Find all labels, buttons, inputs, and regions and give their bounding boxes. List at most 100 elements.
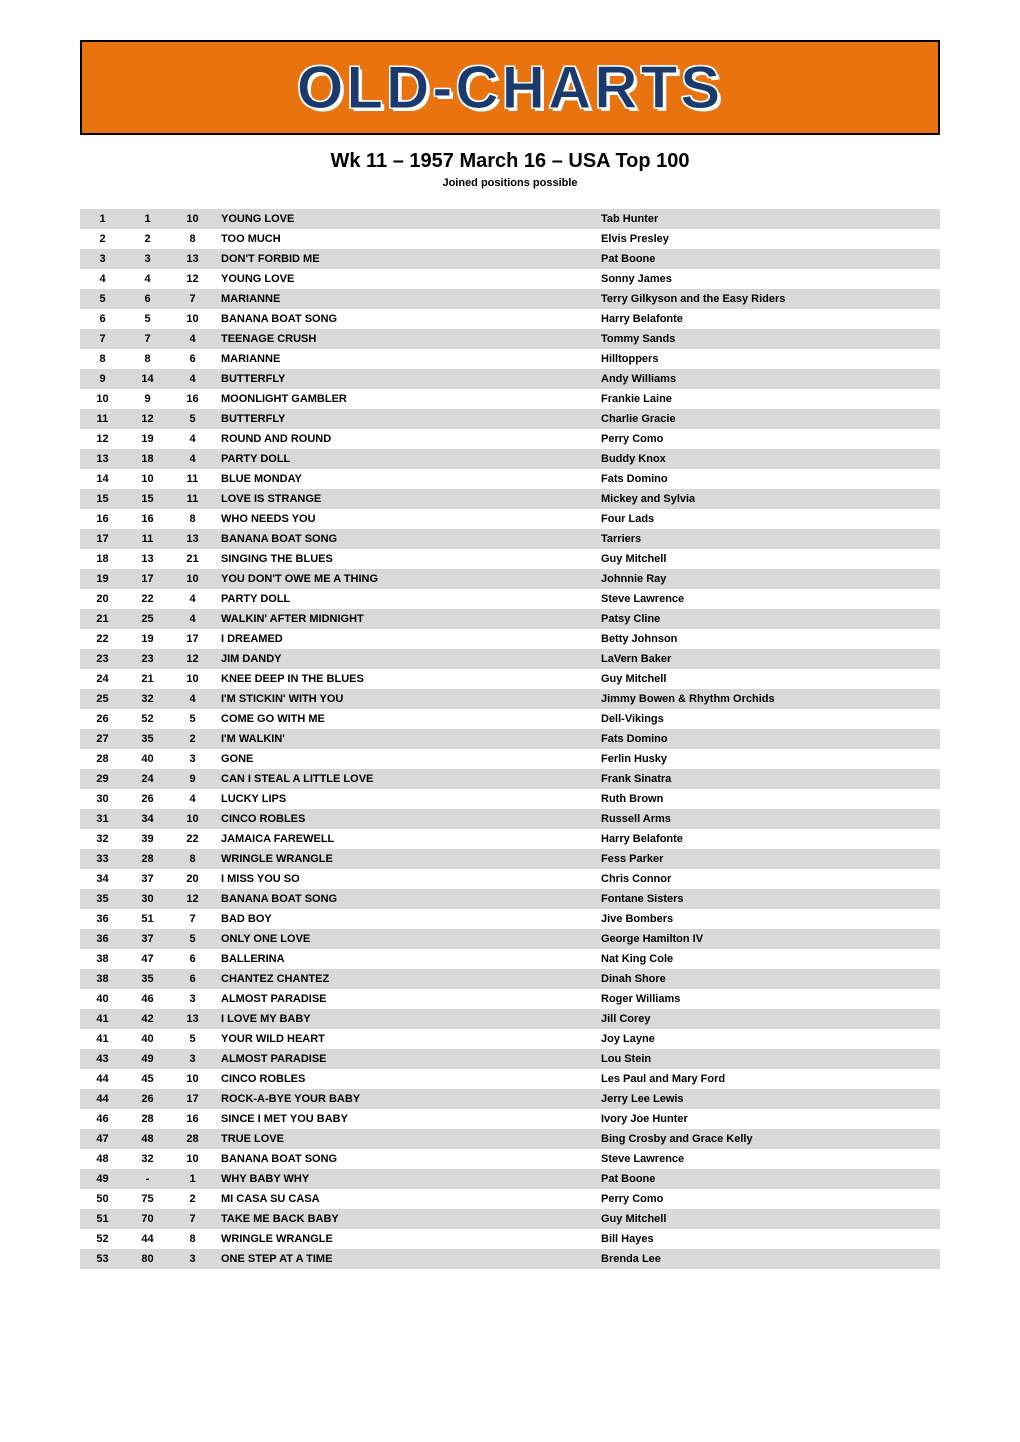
cell-weeks: 2 <box>170 1189 215 1209</box>
cell-pos: 25 <box>80 689 125 709</box>
cell-title: ONE STEP AT A TIME <box>215 1249 595 1269</box>
cell-pos: 19 <box>80 569 125 589</box>
cell-weeks: 28 <box>170 1129 215 1149</box>
cell-pos: 6 <box>80 309 125 329</box>
cell-artist: Patsy Cline <box>595 609 940 629</box>
cell-pos: 44 <box>80 1069 125 1089</box>
logo-text: OLD-CHARTS <box>297 53 724 122</box>
cell-title: BALLERINA <box>215 949 595 969</box>
table-row: 343720I MISS YOU SOChris Connor <box>80 869 940 889</box>
cell-title: COME GO WITH ME <box>215 709 595 729</box>
cell-weeks: 17 <box>170 1089 215 1109</box>
cell-artist: Nat King Cole <box>595 949 940 969</box>
cell-title: MARIANNE <box>215 289 595 309</box>
cell-title: LOVE IS STRANGE <box>215 489 595 509</box>
cell-last: 11 <box>125 529 170 549</box>
cell-pos: 32 <box>80 829 125 849</box>
cell-title: WHO NEEDS YOU <box>215 509 595 529</box>
cell-title: ONLY ONE LOVE <box>215 929 595 949</box>
cell-artist: Bill Hayes <box>595 1229 940 1249</box>
cell-weeks: 10 <box>170 209 215 229</box>
cell-weeks: 8 <box>170 849 215 869</box>
cell-artist: Steve Lawrence <box>595 1149 940 1169</box>
cell-title: YOUNG LOVE <box>215 209 595 229</box>
cell-weeks: 10 <box>170 669 215 689</box>
cell-artist: Fats Domino <box>595 469 940 489</box>
table-row: 52448WRINGLE WRANGLEBill Hayes <box>80 1229 940 1249</box>
cell-title: TOO MUCH <box>215 229 595 249</box>
cell-last: 4 <box>125 269 170 289</box>
cell-artist: Guy Mitchell <box>595 549 940 569</box>
table-row: 1110YOUNG LOVETab Hunter <box>80 209 940 229</box>
cell-last: 51 <box>125 909 170 929</box>
table-row: 20224PARTY DOLLSteve Lawrence <box>80 589 940 609</box>
table-row: 4412YOUNG LOVESonny James <box>80 269 940 289</box>
cell-artist: Dell-Vikings <box>595 709 940 729</box>
table-row: 442617ROCK-A-BYE YOUR BABYJerry Lee Lewi… <box>80 1089 940 1109</box>
table-row: 242110KNEE DEEP IN THE BLUESGuy Mitchell <box>80 669 940 689</box>
table-row: 26525COME GO WITH MEDell-Vikings <box>80 709 940 729</box>
table-row: 40463ALMOST PARADISERoger Williams <box>80 989 940 1009</box>
cell-last: 14 <box>125 369 170 389</box>
cell-last: 42 <box>125 1009 170 1029</box>
table-row: 141011BLUE MONDAYFats Domino <box>80 469 940 489</box>
cell-weeks: 5 <box>170 929 215 949</box>
cell-pos: 10 <box>80 389 125 409</box>
cell-last: 46 <box>125 989 170 1009</box>
table-row: 323922JAMAICA FAREWELLHarry Belafonte <box>80 829 940 849</box>
cell-last: - <box>125 1169 170 1189</box>
cell-artist: LaVern Baker <box>595 649 940 669</box>
cell-pos: 20 <box>80 589 125 609</box>
cell-last: 2 <box>125 229 170 249</box>
cell-artist: Fats Domino <box>595 729 940 749</box>
cell-pos: 34 <box>80 869 125 889</box>
cell-pos: 31 <box>80 809 125 829</box>
cell-pos: 51 <box>80 1209 125 1229</box>
cell-title: JAMAICA FAREWELL <box>215 829 595 849</box>
cell-pos: 40 <box>80 989 125 1009</box>
cell-weeks: 11 <box>170 469 215 489</box>
cell-weeks: 10 <box>170 809 215 829</box>
table-row: 151511LOVE IS STRANGEMickey and Sylvia <box>80 489 940 509</box>
cell-pos: 23 <box>80 649 125 669</box>
cell-last: 13 <box>125 549 170 569</box>
cell-last: 35 <box>125 969 170 989</box>
cell-pos: 21 <box>80 609 125 629</box>
cell-title: BUTTERFLY <box>215 369 595 389</box>
cell-weeks: 13 <box>170 529 215 549</box>
cell-weeks: 6 <box>170 949 215 969</box>
cell-weeks: 3 <box>170 1049 215 1069</box>
table-row: 28403GONEFerlin Husky <box>80 749 940 769</box>
cell-title: WHY BABY WHY <box>215 1169 595 1189</box>
table-row: 221917I DREAMEDBetty Johnson <box>80 629 940 649</box>
cell-title: BUTTERFLY <box>215 409 595 429</box>
cell-weeks: 11 <box>170 489 215 509</box>
table-row: 51707TAKE ME BACK BABYGuy Mitchell <box>80 1209 940 1229</box>
cell-last: 80 <box>125 1249 170 1269</box>
cell-pos: 13 <box>80 449 125 469</box>
cell-last: 34 <box>125 809 170 829</box>
cell-title: CINCO ROBLES <box>215 809 595 829</box>
cell-weeks: 4 <box>170 429 215 449</box>
cell-artist: George Hamilton IV <box>595 929 940 949</box>
cell-title: BANANA BOAT SONG <box>215 529 595 549</box>
cell-pos: 29 <box>80 769 125 789</box>
cell-last: 28 <box>125 1109 170 1129</box>
page-title: Wk 11 – 1957 March 16 – USA Top 100 <box>80 150 940 173</box>
table-row: 171113BANANA BOAT SONGTarriers <box>80 529 940 549</box>
cell-title: I MISS YOU SO <box>215 869 595 889</box>
cell-pos: 50 <box>80 1189 125 1209</box>
cell-weeks: 3 <box>170 989 215 1009</box>
cell-weeks: 1 <box>170 1169 215 1189</box>
cell-weeks: 3 <box>170 1249 215 1269</box>
cell-weeks: 5 <box>170 709 215 729</box>
cell-artist: Hilltoppers <box>595 349 940 369</box>
table-row: 38356CHANTEZ CHANTEZDinah Shore <box>80 969 940 989</box>
cell-last: 5 <box>125 309 170 329</box>
cell-last: 39 <box>125 829 170 849</box>
cell-weeks: 4 <box>170 329 215 349</box>
cell-pos: 17 <box>80 529 125 549</box>
cell-artist: Jimmy Bowen & Rhythm Orchids <box>595 689 940 709</box>
cell-artist: Harry Belafonte <box>595 309 940 329</box>
cell-pos: 27 <box>80 729 125 749</box>
